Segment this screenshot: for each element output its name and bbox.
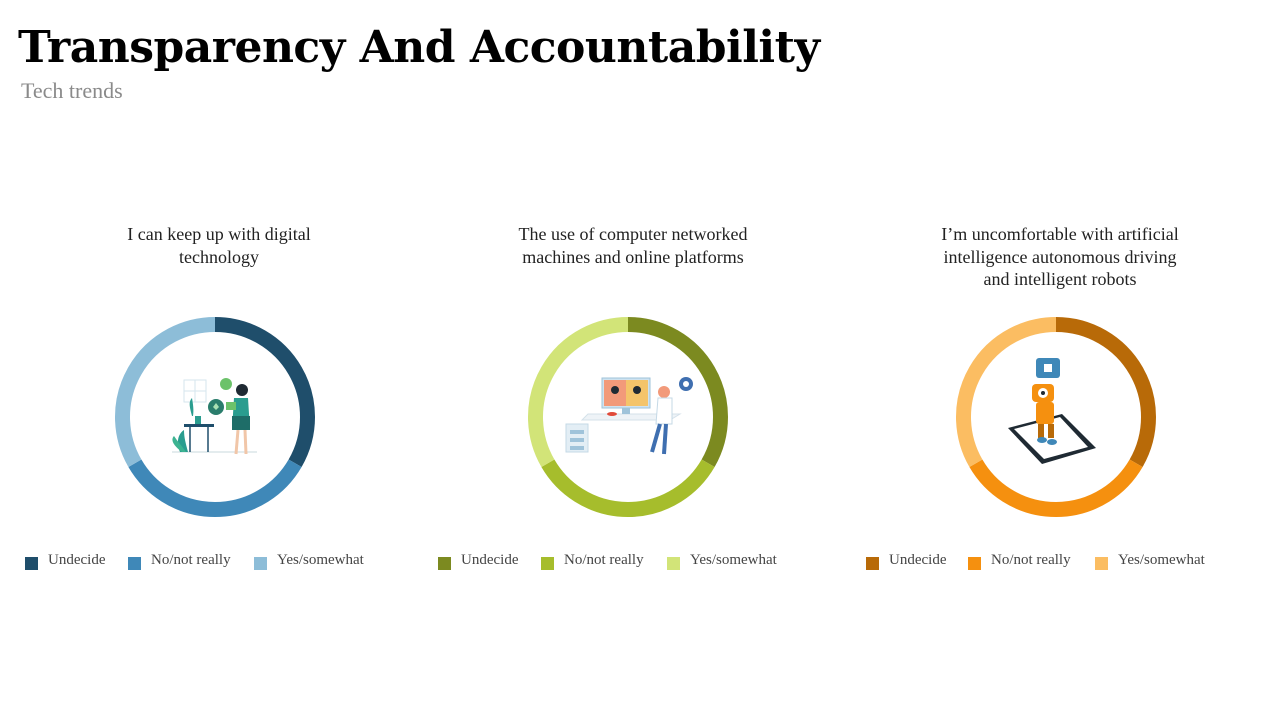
slide-subtitle: Tech trends bbox=[21, 78, 123, 103]
chart-1-title: I can keep up with digital technology bbox=[127, 224, 311, 267]
donut-segment-undecide bbox=[214, 317, 315, 467]
donut-segment-yes-somewhat bbox=[956, 317, 1057, 467]
legend-label: Undecide bbox=[48, 552, 106, 568]
robot-on-phone-icon bbox=[1008, 358, 1096, 464]
donut-segment-yes-somewhat bbox=[528, 317, 629, 467]
chart-2-title: The use of computer networked machines a… bbox=[518, 224, 748, 267]
slide-title: Transparency And Accountability bbox=[18, 22, 820, 73]
legend-label: No/not really bbox=[991, 552, 1071, 568]
legend-swatch bbox=[667, 557, 680, 570]
legend-swatch bbox=[25, 557, 38, 570]
legend-swatch bbox=[128, 557, 141, 570]
donut-segment-undecide bbox=[1055, 317, 1156, 467]
donut-segment-no-not-really bbox=[128, 459, 302, 517]
donut-segment-yes-somewhat bbox=[115, 317, 216, 467]
legend-label: Undecide bbox=[461, 552, 519, 568]
legend-swatch bbox=[866, 557, 879, 570]
legend-swatch bbox=[541, 557, 554, 570]
donut-segment-no-not-really bbox=[541, 459, 715, 517]
donut-segment-undecide bbox=[627, 317, 728, 467]
donut-segment-no-not-really bbox=[969, 459, 1143, 517]
legend-label: Yes/somewhat bbox=[1118, 552, 1205, 568]
woman-with-plants-icon bbox=[172, 378, 257, 455]
legend-label: No/not really bbox=[151, 552, 231, 568]
chart-3-title: I’m uncomfortable with artificial intell… bbox=[941, 224, 1179, 289]
legend-swatch bbox=[1095, 557, 1108, 570]
legend-label: Yes/somewhat bbox=[690, 552, 777, 568]
chart-3-donut bbox=[956, 317, 1156, 517]
legend-label: Yes/somewhat bbox=[277, 552, 364, 568]
legend-label: Undecide bbox=[889, 552, 947, 568]
chart-1-donut bbox=[115, 317, 315, 517]
legend-label: No/not really bbox=[564, 552, 644, 568]
video-call-desk-icon bbox=[565, 377, 693, 455]
chart-2-donut bbox=[528, 317, 728, 517]
legend-swatch bbox=[254, 557, 267, 570]
legend-swatch bbox=[968, 557, 981, 570]
legend-swatch bbox=[438, 557, 451, 570]
